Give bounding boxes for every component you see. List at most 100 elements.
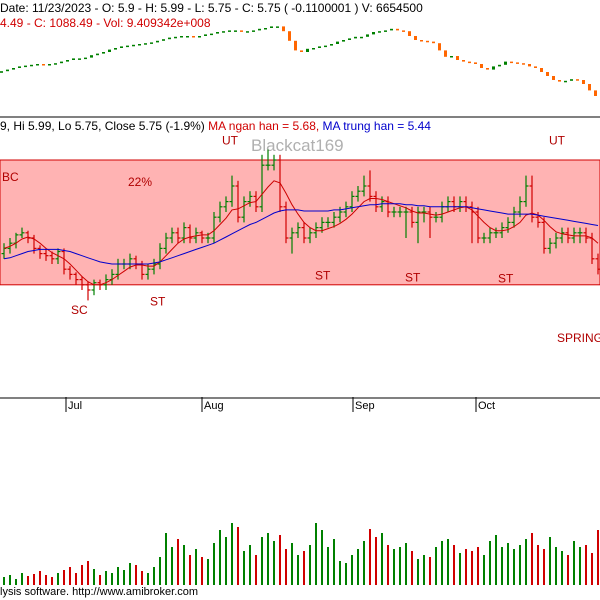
volume-bar	[207, 559, 209, 585]
index-candle	[402, 30, 405, 32]
index-candle	[222, 31, 225, 33]
index-candle	[6, 69, 9, 72]
change-value: ( -0.1100001 )	[280, 1, 359, 15]
volume-bar	[573, 541, 575, 585]
index-candle	[48, 64, 51, 66]
index-candle	[516, 62, 519, 64]
index-candle	[420, 40, 423, 42]
x-tick-label: Jul	[68, 400, 82, 412]
volume-bar	[417, 559, 419, 585]
close-value: 5.75	[257, 1, 281, 15]
index-candle	[252, 30, 255, 32]
volume-bar	[411, 551, 413, 585]
low-label: - L:	[183, 1, 208, 15]
volume-bar	[51, 577, 53, 585]
volume-bar	[387, 545, 389, 585]
volume-bar	[501, 547, 503, 585]
volume-bar	[105, 571, 107, 585]
volume-bar	[495, 535, 497, 585]
index-candle	[246, 31, 249, 33]
index-header-line1: Date: 11/23/2023 - O: 5.9 - H: 5.99 - L:…	[0, 2, 423, 15]
index-candle	[366, 34, 369, 37]
index-candle	[342, 40, 345, 42]
index-header-line2: 4.49 - C: 1088.49 - Vol: 9.409342e+008	[0, 16, 211, 30]
index-candle	[456, 56, 459, 60]
volume-bar	[363, 541, 365, 585]
volume-bar	[99, 575, 101, 585]
index-mini-panel	[0, 26, 597, 96]
index-candle	[492, 66, 495, 70]
volume-bar	[591, 553, 593, 585]
volume-bar	[57, 573, 59, 585]
index-candle	[90, 55, 93, 58]
volume-bar	[405, 543, 407, 585]
volume-bar	[123, 570, 125, 585]
volume-bar	[513, 549, 515, 585]
volume-bar	[93, 569, 95, 585]
index-candle	[552, 76, 555, 80]
ma-short-line	[3, 180, 599, 286]
volume-bar	[225, 537, 227, 585]
index-candle	[24, 65, 27, 68]
index-candle	[330, 44, 333, 46]
index-candle	[414, 36, 417, 40]
high-label: - H:	[134, 1, 161, 15]
volume-bar	[159, 557, 161, 585]
volume-bar	[339, 561, 341, 585]
index-candle	[312, 48, 315, 50]
volume-bar	[531, 533, 533, 585]
volume-bar	[597, 530, 599, 585]
index-candle	[168, 37, 171, 40]
phase-annotation: ST	[315, 269, 331, 283]
volume-bar	[147, 573, 149, 585]
index-candle	[288, 31, 291, 41]
index-candle	[336, 41, 339, 44]
index-candle	[396, 28, 399, 31]
ma-long-label: MA trung han = 5.44	[319, 119, 431, 133]
index-candle	[360, 36, 363, 39]
index-candle	[534, 66, 537, 68]
index-candle	[60, 61, 63, 64]
volume-bar	[453, 545, 455, 585]
index-candle	[486, 68, 489, 70]
index-candle	[318, 46, 321, 48]
index-candle	[126, 45, 129, 48]
volume-bar	[285, 549, 287, 585]
x-tick-label: Aug	[204, 400, 224, 412]
phase-annotation: BC	[2, 170, 19, 184]
volume-bar	[525, 539, 527, 585]
volume-bar	[543, 549, 545, 585]
volume-bar	[195, 549, 197, 585]
volume-bar	[261, 537, 263, 585]
volume-bar	[459, 553, 461, 585]
index-candle	[522, 63, 525, 65]
open-label: - O:	[91, 1, 118, 15]
price-ohlc: 9, Hi 5.99, Lo 5.75, Close 5.75 (-1.9%)	[0, 119, 205, 133]
index-candle	[474, 62, 477, 64]
volume-bar	[87, 561, 89, 585]
volume-bar	[333, 539, 335, 585]
volume-bar	[549, 537, 551, 585]
phase-annotation: ST	[498, 272, 514, 286]
index-candle	[432, 41, 435, 44]
volume-bar	[117, 567, 119, 585]
index-candle	[282, 26, 285, 32]
low-value: 5.75	[207, 1, 232, 15]
volume-bar	[219, 530, 221, 585]
volume-bar	[537, 545, 539, 585]
index-candle	[426, 40, 429, 43]
index-candle	[234, 30, 237, 32]
volume-bar	[579, 547, 581, 585]
index-candle	[210, 33, 213, 36]
volume-bar	[327, 547, 329, 585]
index-candle	[180, 36, 183, 38]
phase-annotation: UT	[549, 133, 566, 147]
date-value: 11/23/2023	[32, 1, 92, 15]
index-candle	[294, 40, 297, 51]
index-candle	[564, 80, 567, 83]
x-tick-label: Sep	[355, 400, 375, 412]
volume-bar	[297, 555, 299, 585]
volume-bar	[33, 574, 35, 585]
index-candle	[306, 48, 309, 52]
